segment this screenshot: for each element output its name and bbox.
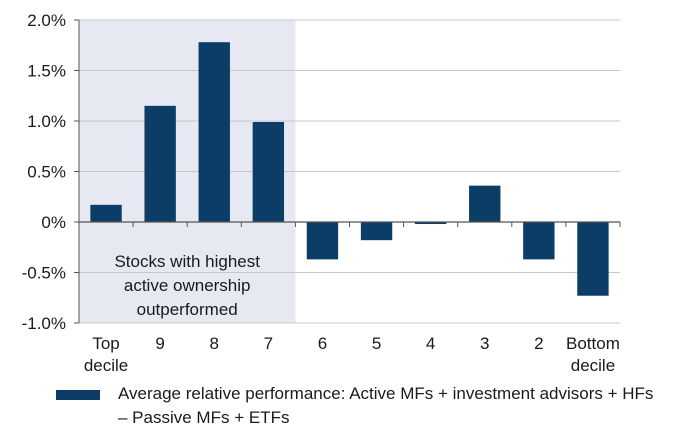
legend: Average relative performance: Active MFs… — [48, 382, 668, 434]
x-tick-label: 2 — [534, 334, 543, 353]
y-tick-label: 1.0% — [27, 112, 66, 131]
legend-label: Average relative performance: Active MFs… — [118, 384, 654, 427]
x-tick-label: 5 — [372, 334, 381, 353]
x-tick-label: Top decile — [84, 334, 128, 375]
bar — [198, 42, 230, 222]
y-tick-label: -1.0% — [22, 314, 66, 333]
bar — [577, 222, 609, 296]
bar — [469, 185, 501, 222]
x-tick-label: Bottom decile — [566, 334, 620, 375]
y-tick-label: -0.5% — [22, 264, 66, 283]
x-tick-label: 8 — [210, 334, 219, 353]
x-tick-label: 9 — [155, 334, 164, 353]
bar — [144, 105, 176, 222]
bar — [306, 222, 339, 260]
y-tick-label: 0% — [41, 213, 66, 232]
x-tick-label: 6 — [318, 334, 327, 353]
x-tick-label: 4 — [426, 334, 435, 353]
x-tick-label: 7 — [264, 334, 273, 353]
y-tick-label: 1.5% — [27, 62, 66, 81]
bar — [252, 122, 285, 222]
y-tick-label: 0.5% — [27, 163, 66, 182]
bar — [414, 222, 447, 225]
y-tick-label: 2.0% — [27, 11, 66, 30]
x-tick-label: 3 — [480, 334, 489, 353]
bar — [523, 222, 555, 260]
annotation-text: Stocks with highest active ownership outpe… — [114, 252, 260, 319]
bar — [360, 222, 393, 241]
bar — [90, 204, 122, 222]
legend-swatch — [56, 390, 100, 400]
